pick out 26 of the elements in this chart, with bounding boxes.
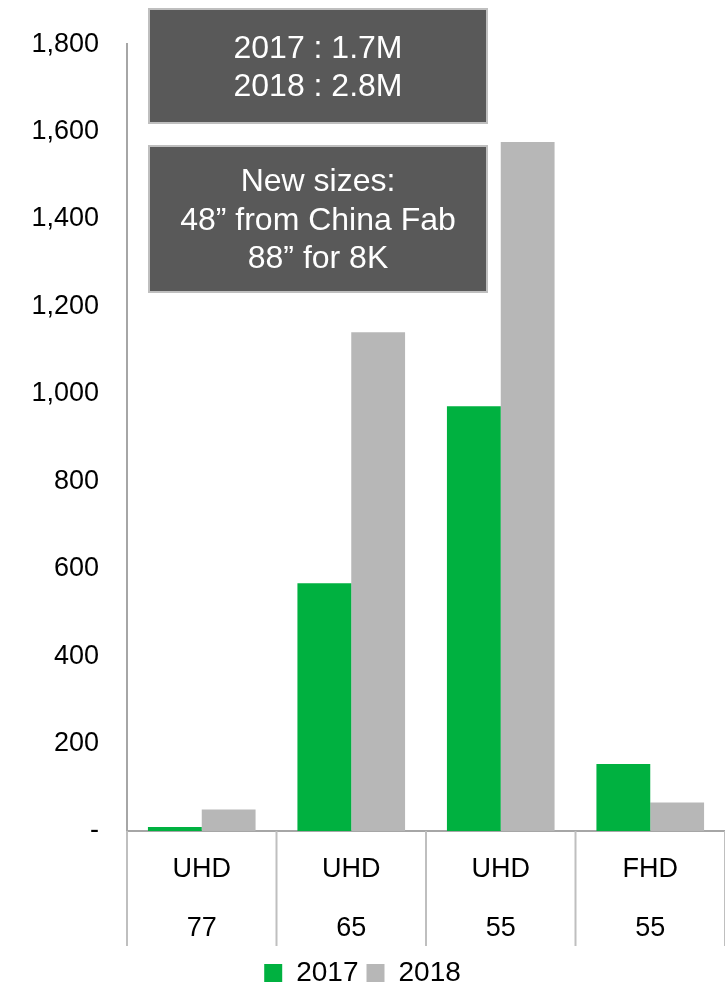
y-tick-label: 1,600: [31, 115, 99, 146]
y-tick-label: 1,200: [31, 289, 99, 320]
y-tick-label: 600: [53, 552, 99, 583]
y-tick-label: 1,000: [31, 377, 99, 408]
x-tick-label: UHD 77: [172, 853, 231, 942]
legend-label: 2017: [296, 955, 359, 987]
x-tick-label: UHD 55: [471, 853, 530, 942]
y-tick-label: -: [90, 814, 99, 845]
x-tick-label: UHD 65: [322, 853, 381, 942]
bar: [297, 583, 352, 831]
x-tick-label: FHD 55: [622, 853, 678, 942]
bar: [500, 142, 555, 831]
bar: [351, 332, 406, 831]
bar: [596, 764, 651, 831]
text-box: New sizes: 48” from China Fab 88” for 8K: [148, 145, 488, 293]
y-tick-label: 800: [53, 464, 99, 495]
bar: [446, 406, 501, 831]
y-tick-label: 400: [53, 639, 99, 670]
y-tick-label: 1,400: [31, 202, 99, 233]
bar: [650, 802, 705, 831]
y-tick-label: 200: [53, 727, 99, 758]
text-box: 2017 : 1.7M 2018 : 2.8M: [148, 8, 488, 124]
bar: [147, 827, 202, 831]
bar: [201, 809, 256, 831]
legend-label: 2018: [398, 955, 461, 987]
y-tick-label: 1,800: [31, 27, 99, 58]
